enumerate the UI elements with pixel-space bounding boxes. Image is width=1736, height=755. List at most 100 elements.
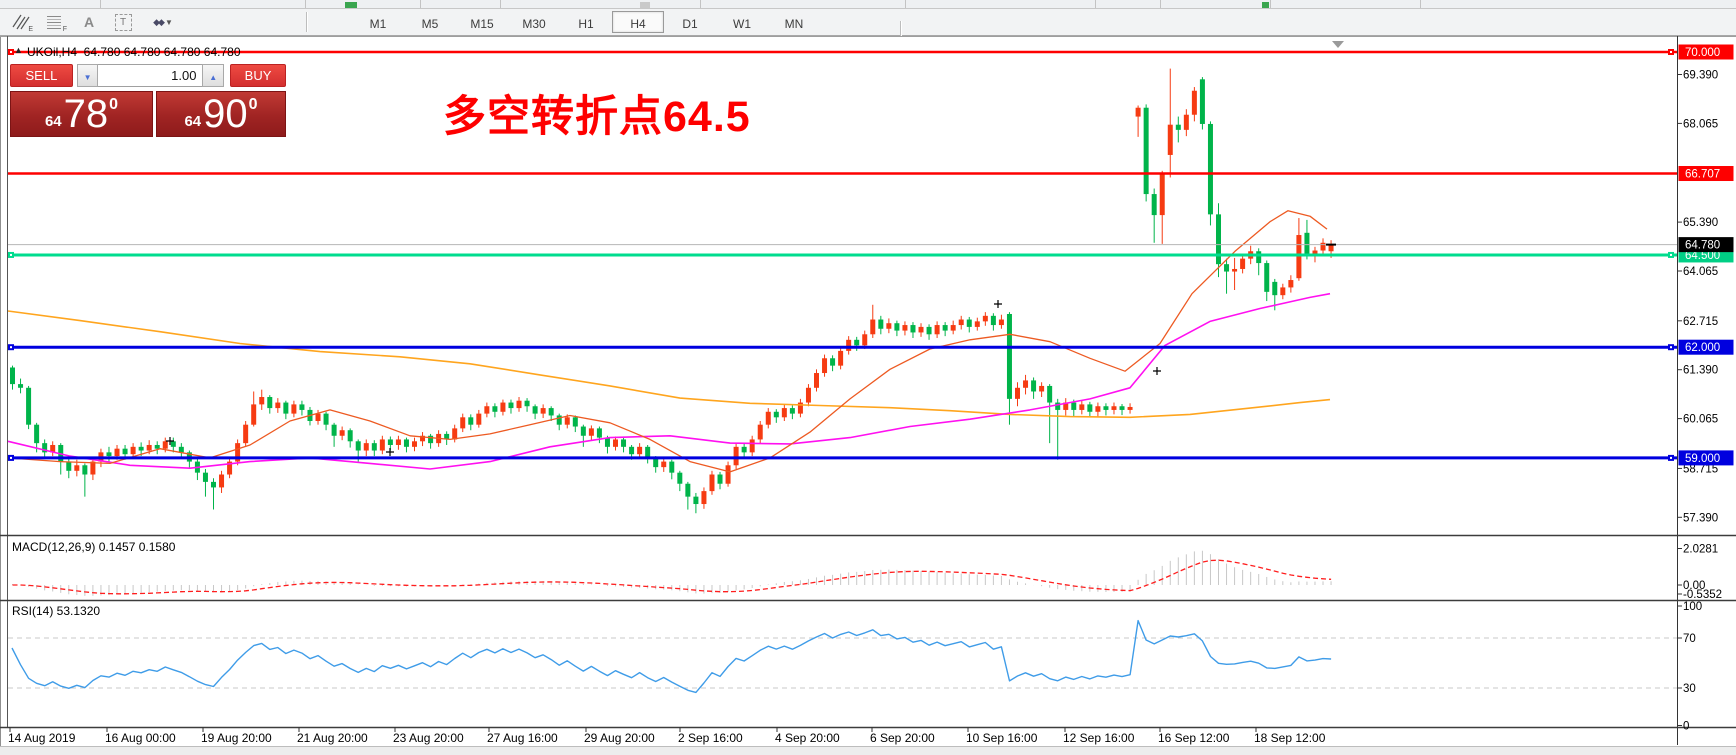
price-badge <box>1678 339 1734 355</box>
candle <box>339 430 345 436</box>
candle <box>830 358 836 366</box>
candle <box>765 411 771 425</box>
sell-pips: 78 <box>63 92 109 136</box>
candle <box>1183 114 1189 130</box>
sell-button[interactable]: SELL <box>10 64 73 87</box>
candle <box>910 325 916 333</box>
candle <box>1199 79 1205 124</box>
price-axis-label: 68.065 <box>1683 118 1718 130</box>
chart-title-ohlc: UKOil,H4 64.780 64.780 64.780 64.780 <box>27 45 241 59</box>
candle <box>114 448 120 457</box>
candle <box>146 444 152 451</box>
candle <box>894 323 900 331</box>
trade-marker-icon <box>1153 367 1161 375</box>
tf-button-W1[interactable]: W1 <box>716 11 768 33</box>
candle <box>1256 251 1262 264</box>
text-icon[interactable]: A <box>83 14 95 30</box>
candle <box>1063 402 1069 410</box>
candle <box>757 424 763 440</box>
candle <box>653 457 659 468</box>
volume-increase-button[interactable]: ▲ <box>202 64 225 87</box>
candle <box>211 481 216 488</box>
fibonacci-grid-icon[interactable]: F <box>42 11 68 33</box>
candle <box>1031 380 1037 392</box>
candle <box>532 406 538 414</box>
candle <box>66 461 72 471</box>
tf-button-M30[interactable]: M30 <box>508 11 560 33</box>
time-axis-label: 18 Sep 12:00 <box>1254 731 1326 745</box>
tf-button-H4[interactable]: H4 <box>612 11 664 33</box>
buy-price-button[interactable]: 64 90 0 <box>156 91 286 137</box>
candle <box>564 417 570 425</box>
candle <box>613 439 618 447</box>
candle <box>572 417 578 427</box>
candle <box>420 435 426 442</box>
candle <box>998 319 1004 326</box>
toolbar-edge-notch <box>345 2 357 8</box>
candle <box>524 400 530 407</box>
time-axis-label: 12 Sep 16:00 <box>1063 731 1135 745</box>
candle <box>1047 385 1053 403</box>
candle <box>1151 194 1157 216</box>
candle <box>243 424 249 444</box>
time-axis-label: 4 Sep 20:00 <box>775 731 840 745</box>
candle <box>1079 404 1085 410</box>
tf-button-M1[interactable]: M1 <box>352 11 404 33</box>
candle <box>990 315 996 326</box>
candle <box>548 408 554 416</box>
candle <box>227 461 233 475</box>
candle <box>299 404 305 410</box>
candle <box>444 433 450 440</box>
chevron-down-icon: ▼ <box>83 73 92 82</box>
sell-price-button[interactable]: 64 78 0 <box>10 91 153 137</box>
candle <box>403 439 409 447</box>
ma-mid-magenta <box>7 292 1331 470</box>
candle <box>838 350 844 366</box>
toolbar-edge-notch <box>640 2 650 8</box>
rsi-axis-label: 100 <box>1683 601 1702 613</box>
tf-button-H1[interactable]: H1 <box>560 11 612 33</box>
hline-handle-dot <box>10 456 12 459</box>
text-label-icon[interactable]: T <box>110 11 136 33</box>
candle <box>878 319 884 329</box>
candle <box>162 441 168 449</box>
candle <box>1135 107 1141 117</box>
candle <box>1296 235 1302 279</box>
symbol-marker-icon: ▲ <box>14 45 23 55</box>
candle <box>1320 242 1326 251</box>
buy-button[interactable]: BUY <box>230 64 287 87</box>
candle <box>476 413 482 425</box>
time-axis-label: 6 Sep 20:00 <box>870 731 935 745</box>
candle <box>1175 124 1181 130</box>
arrows-objects-icon[interactable]: ◆◆ ▼ <box>153 16 173 27</box>
candle <box>508 402 514 409</box>
volume-input[interactable] <box>98 64 203 87</box>
volume-decrease-button[interactable]: ▼ <box>76 64 99 87</box>
candle <box>1143 107 1149 195</box>
charts-toolbar: E F A T ◆◆ ▼ M1 M5 M15 M30 H1 H4 D1 W1 MN <box>0 9 1736 41</box>
time-axis-label: 2 Sep 16:00 <box>678 731 743 745</box>
candle <box>1167 124 1173 155</box>
sell-pipette: 0 <box>109 96 119 113</box>
candle <box>106 452 112 457</box>
chart-shift-marker-icon <box>1332 41 1344 48</box>
ma-slow-orange <box>7 310 1331 419</box>
candle <box>1127 406 1133 410</box>
candle <box>717 474 723 484</box>
tf-button-M5[interactable]: M5 <box>404 11 456 33</box>
candle <box>1111 406 1117 410</box>
candle <box>18 384 24 388</box>
candle <box>1039 385 1045 392</box>
candle <box>556 415 562 425</box>
candle <box>596 428 602 438</box>
candle <box>805 387 811 403</box>
candle <box>1087 404 1093 412</box>
tf-button-MN[interactable]: MN <box>768 11 820 33</box>
candle <box>275 402 281 409</box>
candle <box>580 426 586 436</box>
candle <box>428 435 434 444</box>
equidistant-channel-icon[interactable]: E <box>8 11 34 33</box>
tf-button-D1[interactable]: D1 <box>664 11 716 33</box>
time-axis-label: 16 Aug 00:00 <box>105 731 176 745</box>
tf-button-M15[interactable]: M15 <box>456 11 508 33</box>
